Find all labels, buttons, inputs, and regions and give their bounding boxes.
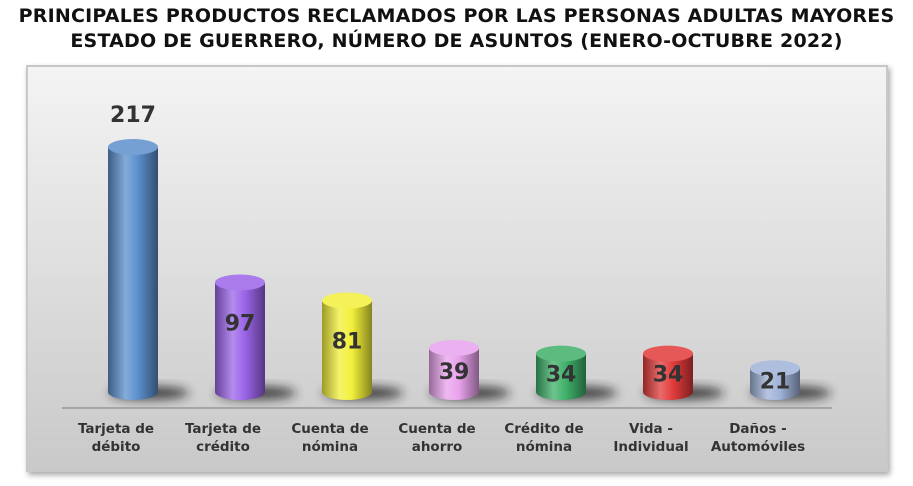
- category-label: Daños -: [729, 421, 787, 437]
- bar: [643, 353, 693, 400]
- bar-top: [536, 345, 586, 362]
- data-label: 217: [110, 103, 156, 128]
- category-label: Individual: [613, 439, 688, 455]
- bar: [108, 147, 158, 400]
- bar: [429, 347, 479, 400]
- bar-top: [215, 274, 265, 291]
- chart-title: PRINCIPALES PRODUCTOS RECLAMADOS POR LAS…: [0, 4, 913, 54]
- category-label: Crédito de: [504, 421, 583, 437]
- bar: [536, 353, 586, 400]
- data-label: 81: [332, 330, 363, 355]
- data-label: 39: [439, 360, 470, 385]
- category-label: Vida -: [629, 421, 673, 437]
- data-label: 97: [225, 311, 256, 336]
- chart-title-line-1: PRINCIPALES PRODUCTOS RECLAMADOS POR LAS…: [18, 5, 895, 27]
- category-label: débito: [92, 439, 141, 455]
- data-label: 34: [546, 363, 577, 388]
- bar: [215, 282, 265, 400]
- category-label: ahorro: [412, 439, 463, 455]
- category-label: nómina: [302, 439, 358, 455]
- category-label: Tarjeta de: [185, 421, 261, 437]
- bar-top: [643, 345, 693, 362]
- bar: [750, 368, 800, 400]
- category-label: Cuenta de: [398, 421, 475, 437]
- bar-top: [750, 360, 800, 377]
- category-label: Tarjeta de: [78, 421, 154, 437]
- chart-title-line-2: ESTADO DE GUERRERO, NÚMERO DE ASUNTOS (E…: [70, 30, 843, 52]
- category-label: nómina: [516, 439, 572, 455]
- category-label: Cuenta de: [291, 421, 368, 437]
- bar: [322, 300, 372, 400]
- bar-top: [322, 292, 372, 309]
- plot-panel: [26, 65, 888, 472]
- category-label: crédito: [196, 439, 250, 455]
- data-label: 21: [760, 370, 791, 395]
- category-label: Automóviles: [711, 439, 805, 455]
- bar-top: [429, 339, 479, 356]
- bar-top: [108, 139, 158, 155]
- data-label: 34: [653, 363, 684, 388]
